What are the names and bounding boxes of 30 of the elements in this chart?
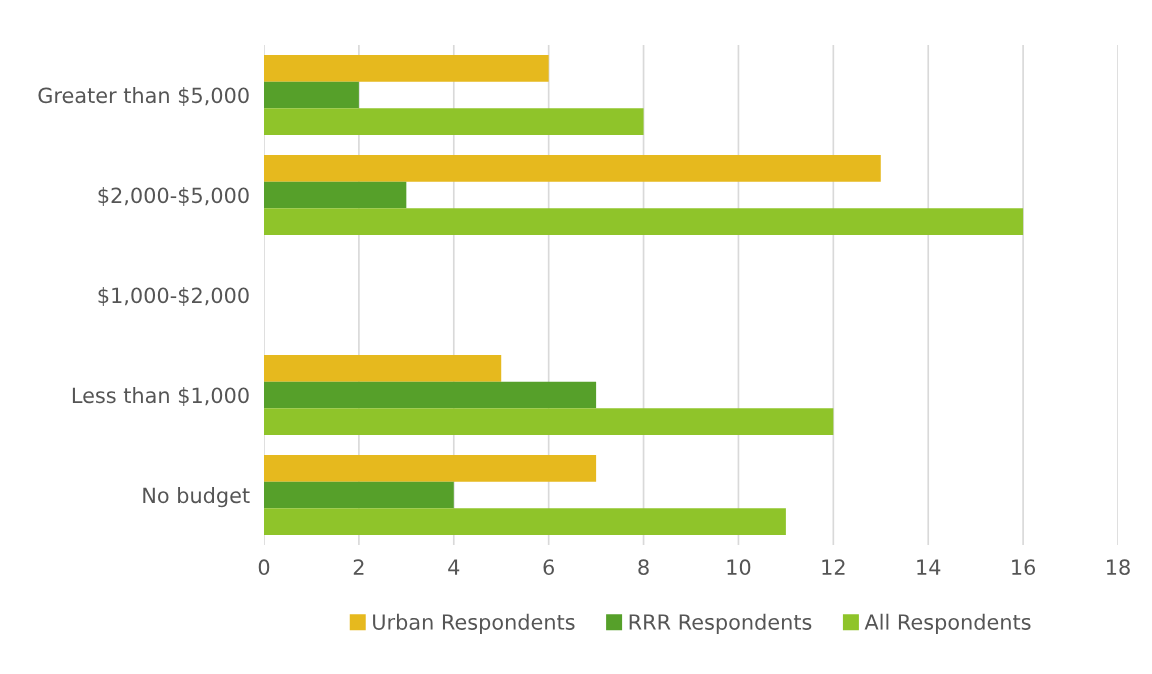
x-tick-label: 10: [727, 559, 751, 576]
x-tick-label: 14: [917, 559, 941, 575]
bar: [264, 455, 597, 482]
y-tick-label: Less than $1,000: [72, 387, 249, 406]
x-tick-label: 4: [448, 559, 460, 575]
bar: [264, 181, 407, 209]
bar: [264, 81, 359, 109]
x-tick-label: 0: [258, 559, 270, 576]
bar: [264, 408, 834, 435]
bar: [264, 381, 597, 409]
x-tick-label: 8: [638, 559, 649, 576]
bar: [264, 208, 1024, 235]
bar: [264, 108, 644, 135]
legend-label: All Respondents: [864, 613, 1031, 634]
y-tick-label: Greater than $5,000: [38, 87, 249, 106]
bar: [264, 55, 549, 82]
bar: [264, 155, 881, 182]
bar: [264, 355, 502, 382]
y-tick-label: $1,000-$2,000: [98, 287, 249, 306]
bar: [264, 481, 454, 509]
x-tick-label: 6: [543, 559, 554, 576]
x-tick-label: 16: [1012, 559, 1036, 576]
x-tick-label: 2: [353, 559, 364, 575]
x-tick-label: 12: [822, 559, 845, 575]
legend-label: RRR Respondents: [629, 613, 812, 634]
y-tick-label: No budget: [143, 487, 250, 508]
legend-label: Urban Respondents: [373, 613, 575, 634]
y-tick-label: $2,000-$5,000: [98, 187, 249, 206]
bar: [264, 508, 786, 535]
x-tick-label: 18: [1107, 559, 1130, 576]
